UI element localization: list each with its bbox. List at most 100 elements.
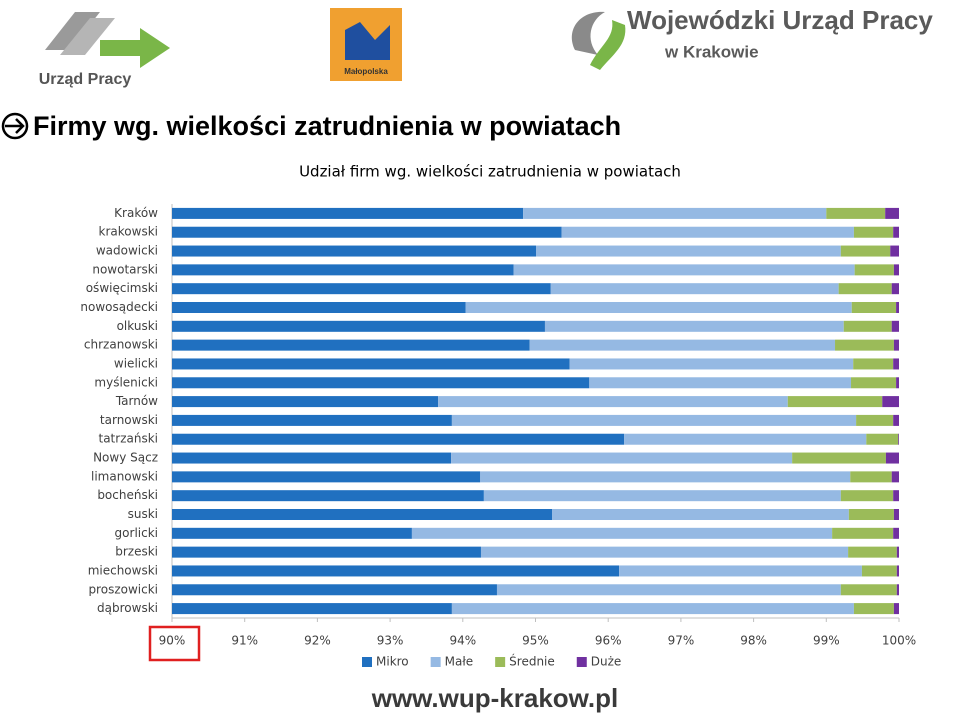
logo-left: Urząd Pracy [39, 12, 170, 88]
bar-segment [172, 490, 484, 502]
x-tick-label: 97% [668, 634, 695, 648]
x-tick-label: 99% [813, 634, 840, 648]
bar-segment [896, 546, 899, 558]
bar-segment [451, 603, 854, 615]
bar-segment [854, 264, 894, 276]
bar-segment [172, 433, 625, 445]
bar-segment [843, 320, 892, 332]
bar-segment [832, 527, 894, 539]
y-tick-label: nowotarski [92, 262, 158, 276]
bar-segment [438, 396, 788, 408]
bar-segment [480, 546, 849, 558]
bar-segment [835, 339, 894, 351]
bar-segment [838, 283, 892, 295]
bar-segment [624, 433, 867, 445]
y-tick-label: tatrzański [99, 432, 159, 446]
y-tick-label: wadowicki [96, 244, 158, 258]
x-tick-label: 92% [304, 634, 331, 648]
bar-segment [893, 527, 899, 539]
bar-segment [451, 452, 793, 464]
bar-segment [589, 377, 852, 389]
bar-segment [529, 339, 836, 351]
bar-segment [826, 207, 886, 219]
bar-segment [840, 245, 891, 257]
highlight-box [148, 625, 201, 662]
x-tick-label: 98% [740, 634, 767, 648]
bar-segment [896, 302, 899, 313]
bar-segment [882, 396, 899, 408]
logo-right: Wojewódzki Urząd Pracy w Krakowie [571, 5, 933, 70]
footer-url: www.wup-krakow.pl [371, 683, 619, 713]
bar-segment [561, 226, 854, 238]
x-tick-label: 95% [522, 634, 549, 648]
bar-segment [787, 396, 883, 408]
bar-segment [172, 396, 439, 408]
legend-swatch [576, 657, 587, 667]
x-tick-label: 94% [449, 634, 476, 648]
x-tick-label: 96% [595, 634, 622, 648]
bar-segment [480, 471, 851, 483]
bar-segment [840, 490, 894, 502]
bar-segment [848, 509, 894, 520]
bar-segment [513, 264, 855, 276]
bar-segment [896, 565, 899, 577]
bar-segment [891, 320, 899, 332]
bar-segment [465, 302, 852, 313]
bar-segment [896, 584, 899, 596]
legend-label: Średnie [509, 654, 555, 669]
logo-center: Małopolska [330, 8, 402, 81]
logo-title: Wojewódzki Urząd Pracy [627, 5, 933, 35]
bar-segment [172, 584, 497, 596]
y-tick-label: brzeski [115, 545, 158, 559]
bar-segment [792, 452, 886, 464]
bar-segment [544, 320, 844, 332]
bar-segment [898, 433, 899, 445]
bar-segment [172, 207, 524, 219]
bar-segment [893, 339, 899, 351]
y-tick-label: oświęcimski [86, 281, 158, 295]
y-tick-label: Tarnów [115, 394, 158, 408]
bar-segment [853, 358, 894, 370]
x-tick-label: 90% [159, 634, 186, 648]
bar-segment [172, 283, 551, 295]
bar-segment [172, 320, 545, 332]
y-tick-label: olkuski [117, 319, 158, 333]
bar-segment [172, 245, 537, 257]
bar-segment [893, 264, 899, 276]
chart-title: Udział firm wg. wielkości zatrudnienia w… [299, 163, 681, 181]
bar-segment [851, 377, 897, 389]
bar-segment [172, 377, 590, 389]
bar-segment [172, 471, 481, 483]
bar-segment [172, 414, 452, 426]
y-tick-label: miechowski [88, 563, 158, 577]
bar-segment [885, 452, 899, 464]
heading-icon [1, 112, 29, 140]
logo-text: Urząd Pracy [39, 71, 132, 88]
heading: Firmy wg. wielkości zatrudnienia w powia… [33, 111, 621, 141]
bar-segment [172, 546, 481, 558]
bar-segment [172, 339, 530, 351]
bar-segment [861, 565, 897, 577]
x-tick-label: 100% [882, 634, 916, 648]
bar-segment [569, 358, 854, 370]
y-tick-label: limanowski [91, 469, 158, 483]
y-tick-label: dąbrowski [97, 601, 158, 615]
y-tick-label: myślenicki [94, 375, 158, 389]
bar-segment [893, 414, 899, 426]
y-tick-label: nowosądecki [80, 300, 158, 314]
legend-label: Duże [591, 655, 622, 669]
bar-segment [483, 490, 841, 502]
bar-segment [891, 471, 899, 483]
y-tick-label: gorlicki [115, 526, 158, 540]
bar-segment [851, 302, 897, 313]
legend-label: Małe [445, 655, 474, 669]
bar-segment [451, 414, 857, 426]
bar-segment [172, 226, 562, 238]
bar-segment [172, 302, 466, 313]
bar-segment [536, 245, 841, 257]
bar-segment [848, 546, 897, 558]
y-tick-label: tarnowski [100, 413, 158, 427]
bar-segment [856, 414, 894, 426]
x-tick-label: 93% [377, 634, 404, 648]
